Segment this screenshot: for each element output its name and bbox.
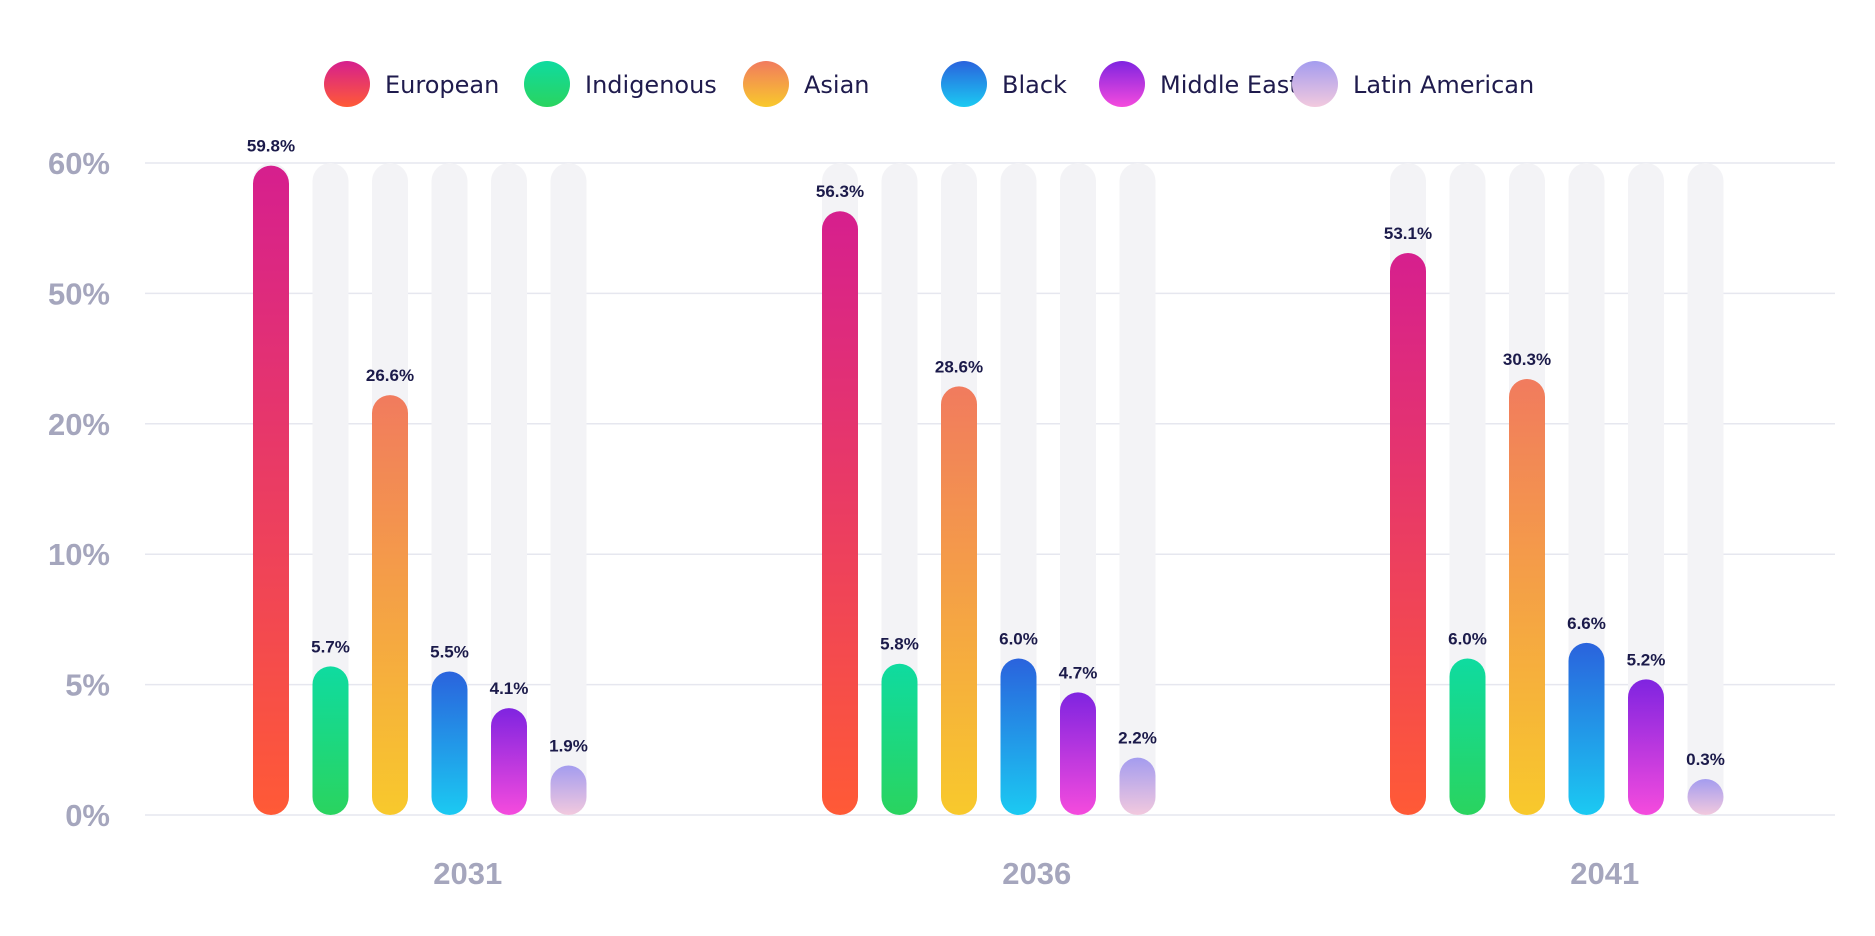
- data-label: 6.6%: [1567, 614, 1606, 633]
- data-label: 5.8%: [880, 635, 919, 654]
- bar-track: [1060, 163, 1096, 815]
- x-tick-label: 2036: [1002, 856, 1071, 891]
- data-label: 1.9%: [549, 736, 588, 755]
- data-label: 26.6%: [366, 366, 414, 385]
- data-label: 5.2%: [1627, 650, 1666, 669]
- data-label: 4.1%: [490, 679, 529, 698]
- y-axis: 0% 5% 10% 20% 50% 60%: [48, 146, 110, 833]
- legend-item[interactable]: Black: [941, 61, 1067, 107]
- bar[interactable]: [1687, 779, 1724, 815]
- legend-swatch: [324, 61, 370, 107]
- bar-track: [1449, 163, 1486, 815]
- data-label: 6.0%: [1448, 630, 1487, 649]
- x-tick-label: 2041: [1570, 856, 1639, 891]
- bar-track: [1119, 163, 1156, 815]
- legend-label: Indigenous: [585, 71, 717, 99]
- legend-label: Latin American: [1353, 71, 1534, 99]
- bar[interactable]: [1060, 692, 1096, 815]
- legend-swatch: [941, 61, 987, 107]
- legend-item[interactable]: Indigenous: [524, 61, 717, 107]
- bars: [253, 165, 1724, 816]
- gridlines: [145, 162, 1835, 816]
- bar-track: [881, 163, 918, 815]
- bar-track: [491, 163, 527, 815]
- bar[interactable]: [312, 666, 349, 815]
- bar[interactable]: [550, 765, 587, 815]
- bar-track: [312, 163, 349, 815]
- bar[interactable]: [1390, 252, 1426, 815]
- x-axis: 2031 2036 2041: [433, 856, 1639, 891]
- data-label: 5.5%: [430, 643, 469, 662]
- data-label: 59.8%: [247, 137, 295, 156]
- bar-track: [1628, 163, 1664, 815]
- legend-item[interactable]: European: [324, 61, 499, 107]
- bar[interactable]: [1628, 679, 1664, 815]
- y-tick-label: 0%: [65, 798, 110, 833]
- data-label: 0.3%: [1686, 750, 1725, 769]
- data-label: 6.0%: [999, 630, 1038, 649]
- legend-item[interactable]: Latin American: [1292, 61, 1534, 107]
- bar[interactable]: [1000, 658, 1037, 815]
- bar-track: [431, 163, 468, 815]
- bar[interactable]: [431, 671, 468, 815]
- bar[interactable]: [1449, 658, 1486, 815]
- legend-swatch: [743, 61, 789, 107]
- bar[interactable]: [941, 386, 977, 815]
- bar-track: [1687, 163, 1724, 815]
- legend-label: Asian: [804, 71, 870, 99]
- data-label: 53.1%: [1384, 224, 1432, 243]
- legend-swatch: [1292, 61, 1338, 107]
- data-label: 28.6%: [935, 357, 983, 376]
- bar-track: [1000, 163, 1037, 815]
- bar[interactable]: [1119, 757, 1156, 815]
- legend-label: Black: [1002, 71, 1067, 99]
- data-labels: 59.8% 5.7% 26.6% 5.5% 4.1% 1.9% 56.3% 5.8% 28.6%…: [247, 137, 1725, 769]
- data-label: 4.7%: [1059, 663, 1098, 682]
- legend-item[interactable]: Asian: [743, 61, 870, 107]
- y-tick-label: 10%: [48, 537, 110, 572]
- bar[interactable]: [881, 663, 918, 815]
- data-label: 56.3%: [816, 182, 864, 201]
- data-label: 30.3%: [1503, 350, 1551, 369]
- y-tick-label: 50%: [48, 276, 110, 311]
- data-label: 2.2%: [1118, 729, 1157, 748]
- legend-swatch: [1099, 61, 1145, 107]
- data-label: 5.7%: [311, 637, 350, 656]
- bar-tracks: [253, 163, 1724, 815]
- bar[interactable]: [1509, 379, 1545, 815]
- bar[interactable]: [1568, 642, 1605, 815]
- bar[interactable]: [491, 708, 527, 815]
- legend-swatch: [524, 61, 570, 107]
- x-tick-label: 2031: [433, 856, 502, 891]
- bar[interactable]: [372, 395, 408, 815]
- bar[interactable]: [822, 211, 858, 816]
- bar[interactable]: [253, 165, 289, 815]
- bar-track: [550, 163, 587, 815]
- legend: European Indigenous Asian Black Middle Easte…: [324, 61, 1534, 107]
- y-tick-label: 60%: [48, 146, 110, 181]
- y-tick-label: 20%: [48, 407, 110, 442]
- y-tick-label: 5%: [65, 668, 110, 703]
- legend-label: European: [385, 71, 499, 99]
